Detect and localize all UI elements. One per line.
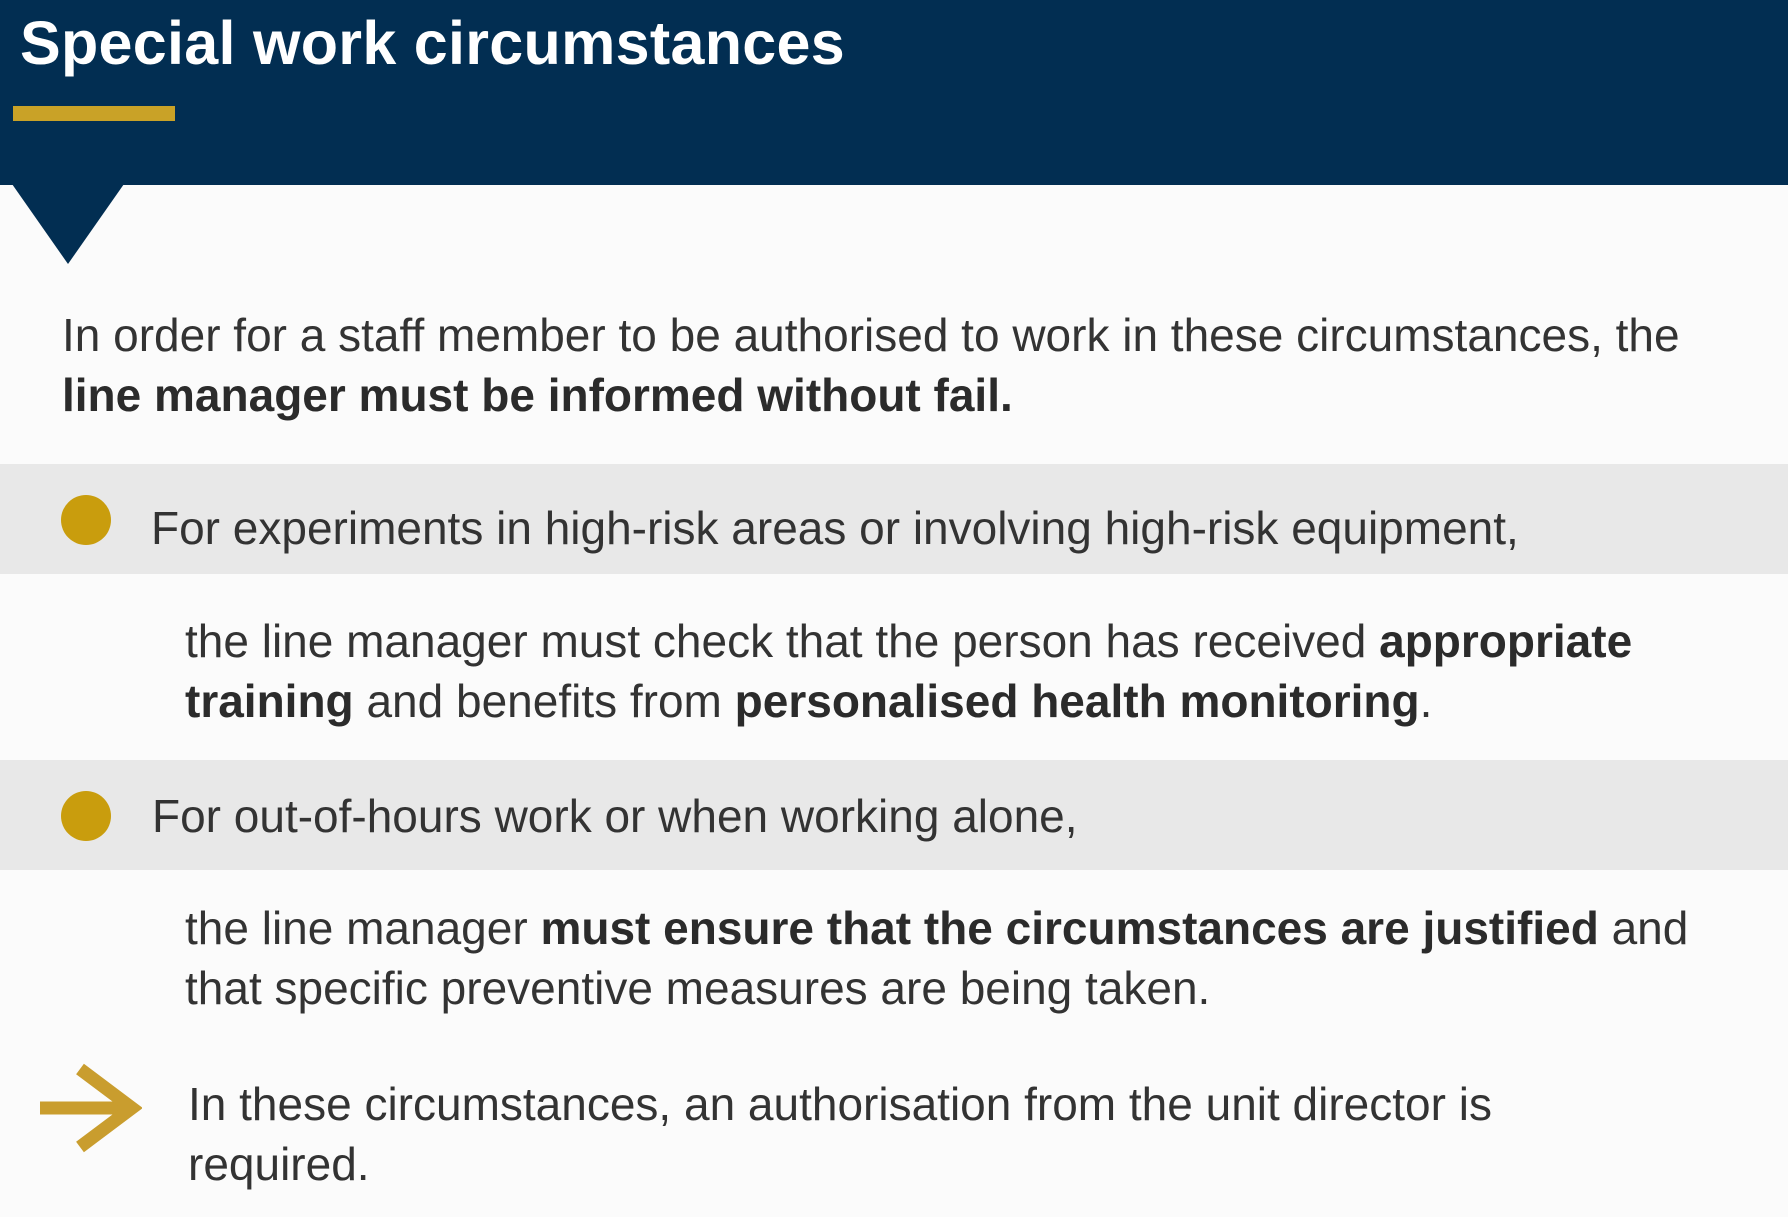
item1-heading: For experiments in high-risk areas or in…: [151, 502, 1519, 554]
item2-heading: For out-of-hours work or when working al…: [152, 790, 1078, 842]
item2-band: [0, 760, 1788, 870]
title-underline: [13, 106, 175, 121]
item2-detail-text: the line manager: [185, 902, 541, 954]
header-banner: Special work circumstances: [0, 0, 1788, 185]
conclusion-text: In these circumstances, an authorisation…: [188, 1078, 1492, 1190]
item1-band: [0, 464, 1788, 574]
item2-detail-bold: must ensure that the circumstances are j…: [540, 902, 1599, 954]
intro-text-bold: line manager must be informed without fa…: [62, 369, 1013, 421]
triangle-pointer-icon: [12, 184, 124, 264]
intro-text-part: In order for a staff member to be author…: [62, 309, 1680, 361]
item1-detail-text: .: [1419, 675, 1433, 727]
item1-detail: the line manager must check that the per…: [185, 611, 1765, 731]
item1-detail-bold: appropriate training: [185, 615, 1633, 727]
item1-detail-text: and benefits from: [353, 675, 735, 727]
arrow-right-icon: [40, 1063, 142, 1153]
intro-text: In order for a staff member to be author…: [62, 305, 1712, 425]
item1-detail-bold: personalised health monitoring: [734, 675, 1420, 727]
item2-detail: the line manager must ensure that the ci…: [185, 898, 1765, 1018]
item2-detail-text: and that specific preventive measures ar…: [185, 902, 1689, 1014]
item1-detail-text: the line manager must check that the per…: [185, 615, 1380, 667]
circle-bullet-icon: [61, 495, 111, 545]
circle-bullet-icon: [61, 791, 111, 841]
page-title: Special work circumstances: [20, 9, 845, 77]
